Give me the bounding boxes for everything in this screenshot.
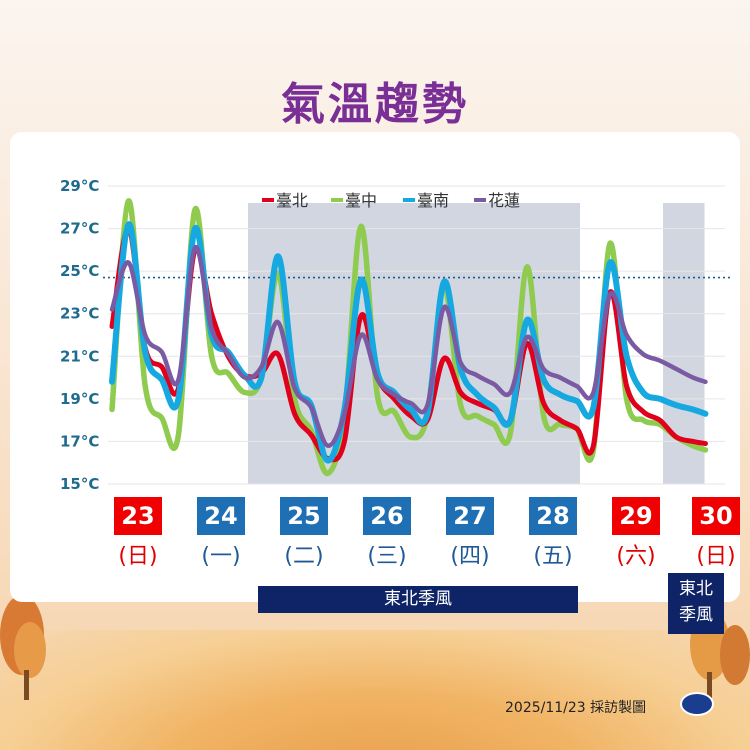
tree-right-decoration [690,610,750,700]
legend-swatch-hualien [474,198,486,202]
date-box-30: 30 [692,497,740,535]
credit-text: 2025/11/23 採訪製圖 [505,700,647,716]
series-line-hualien [109,245,708,448]
y-tick-label: 23°C [60,305,99,323]
date-box-25: 25 [280,497,328,535]
weekday-label-27: (四) [450,544,490,569]
y-tick-label: 21°C [60,347,99,365]
legend-swatch-taichung [331,198,343,202]
y-tick-label: 29°C [60,177,99,195]
y-tick-label: 19°C [60,390,99,408]
weekday-label-24: (一) [201,544,241,569]
weekday-label-29: (六) [616,544,656,569]
weekday-label-28: (五) [533,544,573,569]
monsoon-side-line2: 季風 [679,605,713,625]
monsoon-shade-1 [663,203,705,484]
date-box-29: 29 [612,497,660,535]
y-tick-label: 17°C [60,432,99,450]
weekday-label-25: (二) [284,544,324,569]
date-box-26: 26 [363,497,411,535]
agency-logo-icon [680,692,714,716]
weekday-label-30: (日) [696,544,736,569]
legend-label-taichung: 臺中 [345,191,377,210]
date-box-28: 28 [529,497,577,535]
date-box-24: 24 [197,497,245,535]
legend-label-taipei: 臺北 [276,191,308,210]
legend-swatch-tainan [403,198,415,202]
legend-label-tainan: 臺南 [417,191,449,210]
date-box-23: 23 [114,497,162,535]
monsoon-label-main: 東北季風 [258,586,578,613]
monsoon-label-side: 東北 季風 [668,573,724,634]
date-box-27: 27 [446,497,494,535]
legend-label-hualien: 花蓮 [488,191,520,210]
autumn-ground-decoration [0,630,750,750]
y-tick-label: 27°C [60,220,99,238]
page-title: 氣溫趨勢 [281,79,469,130]
y-tick-label: 25°C [60,262,99,280]
weekday-label-26: (三) [367,544,407,569]
legend-swatch-taipei [262,198,274,202]
monsoon-side-line1: 東北 [679,579,713,599]
weekday-label-23: (日) [118,544,158,569]
y-tick-label: 15°C [60,475,99,493]
tree-left-decoration [0,595,46,700]
